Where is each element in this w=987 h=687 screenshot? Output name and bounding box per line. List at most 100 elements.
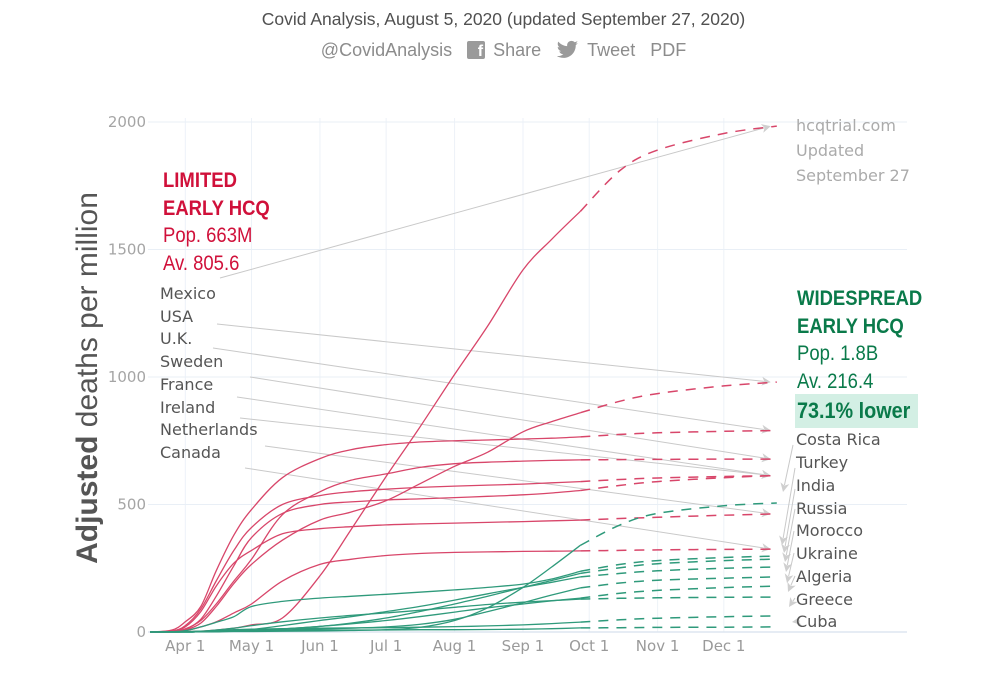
ukraine-arrowhead [784,573,794,583]
projection-line-mexico [579,125,777,212]
series-line-netherlands [149,519,581,633]
series-label-sweden: Sweden [160,352,224,371]
series-line-u-k [149,436,581,633]
widespread-group-title-1: WIDESPREAD [797,287,923,310]
series-line-france [149,480,581,633]
series-label-netherlands: Netherlands [160,420,258,439]
tweet-label: Tweet [587,39,636,60]
algeria-leader-line [790,575,796,586]
x-tick-label: Sep 1 [502,637,545,655]
series-label-usa: USA [160,307,194,326]
widespread-group-population: Pop. 1.8B [797,342,879,365]
india-leader-line [784,488,796,547]
morocco-arrowhead [783,562,793,572]
series-label-turkey: Turkey [796,453,849,472]
source-site: hcqtrial.com [796,116,896,135]
algeria-arrowhead [787,582,796,592]
x-tick-label: Oct 1 [569,637,609,655]
russia-arrowhead [782,552,792,562]
series-line-ireland [149,489,581,633]
series-label-ukraine: Ukraine [796,544,858,563]
x-tick-label: Jul 1 [369,637,402,655]
series-label-mexico: Mexico [160,284,216,303]
sweden-leader-line [249,376,764,459]
turkey-arrowhead [779,535,788,545]
projection-line-cuba [580,626,777,629]
widespread-group-annotation: WIDESPREAD EARLY HCQ Pop. 1.8B Av. 216.4 [797,285,922,395]
comparison-highlight [795,394,918,428]
y-axis-title-bold: Adjusted [71,435,104,564]
morocco-leader-line [786,530,795,566]
page-title: Covid Analysis, August 5, 2020 (updated … [261,9,746,29]
series-label-canada: Canada [160,443,221,462]
facebook-share-button[interactable]: f Share [467,40,541,61]
label-leader-lines [212,124,802,626]
facebook-icon: f [467,41,486,60]
series-lines [149,125,777,633]
series-label-costa-rica: Costa Rica [796,430,881,449]
source-updated: Updated [796,141,865,160]
widespread-group-average: Av. 216.4 [797,369,874,393]
limited-group-title-2: EARLY HCQ [163,196,270,220]
y-tick-label: 1000 [108,368,146,386]
projection-line-costa-rica [580,502,777,546]
x-tick-label: Dec 1 [702,637,745,655]
pdf-link[interactable]: PDF [650,39,687,60]
projection-line-morocco [580,576,777,589]
projection-line-russia [580,566,777,578]
costa-rica-leader-line [783,444,794,486]
netherlands-leader-line [264,445,764,514]
x-tick-label: Nov 1 [636,637,680,655]
projection-line-india [580,558,777,575]
series-label-algeria: Algeria [796,567,853,586]
y-axis-title: Adjusted deaths per million [71,192,105,564]
u-k-leader-line [212,347,764,431]
comparison-text: 73.1% lower [797,398,911,423]
tweet-button[interactable]: Tweet [556,40,635,61]
projection-line-sweden [580,458,777,461]
axis-ticks: Apr 1 May 1 Jun 1 Jul 1 Aug 1 Sep 1 Oct 1 Nov 1… [108,113,746,655]
canada-leader-line [244,467,764,549]
limited-group-average: Av. 805.6 [163,251,240,275]
series-label-uk: U.K. [160,329,193,348]
source-date: September 27 [796,166,910,185]
projection-line-ukraine [580,585,777,599]
series-label-france: France [160,375,214,394]
sweden-arrowhead [761,453,771,463]
projection-line-ireland [580,474,777,492]
mexico-leader-line [219,127,765,279]
projection-line-netherlands [580,513,777,521]
source-annotation: hcqtrial.com Updated September 27 [796,113,910,188]
u-k-arrowhead [761,424,771,434]
x-tick-label: Apr 1 [165,637,205,655]
y-tick-label: 0 [136,623,146,641]
x-tick-label: May 1 [229,637,274,655]
series-line-cuba [149,627,581,633]
y-tick-label: 500 [117,496,146,514]
twitter-handle-link[interactable]: @CovidAnalysis [320,39,453,60]
projection-line-algeria [580,596,777,600]
x-tick-label: Jun 1 [300,637,339,655]
projection-line-canada [580,548,777,552]
cuba-arrowhead [792,616,802,626]
turkey-leader-line [782,467,796,539]
canada-arrowhead [761,543,771,553]
widespread-group-title-2: EARLY HCQ [797,314,904,338]
projection-line-usa [580,381,777,414]
projection-line-turkey [580,555,777,573]
series-label-india: India [796,476,836,495]
series-line-usa [149,412,581,633]
costa-rica-arrowhead [780,482,790,492]
share-label: Share [493,39,542,60]
limited-group-population: Pop. 663M [163,224,253,247]
share-bar: @CovidAnalysis f Share Tweet PDF [10,38,987,62]
series-label-russia: Russia [796,499,848,518]
series-label-cuba: Cuba [796,612,838,631]
greece-arrowhead [789,597,798,607]
ukraine-leader-line [788,552,795,577]
russia-leader-line [785,508,796,556]
projection-line-u-k [580,429,777,438]
greece-leader-line [792,597,796,602]
projection-line-greece [580,615,777,623]
